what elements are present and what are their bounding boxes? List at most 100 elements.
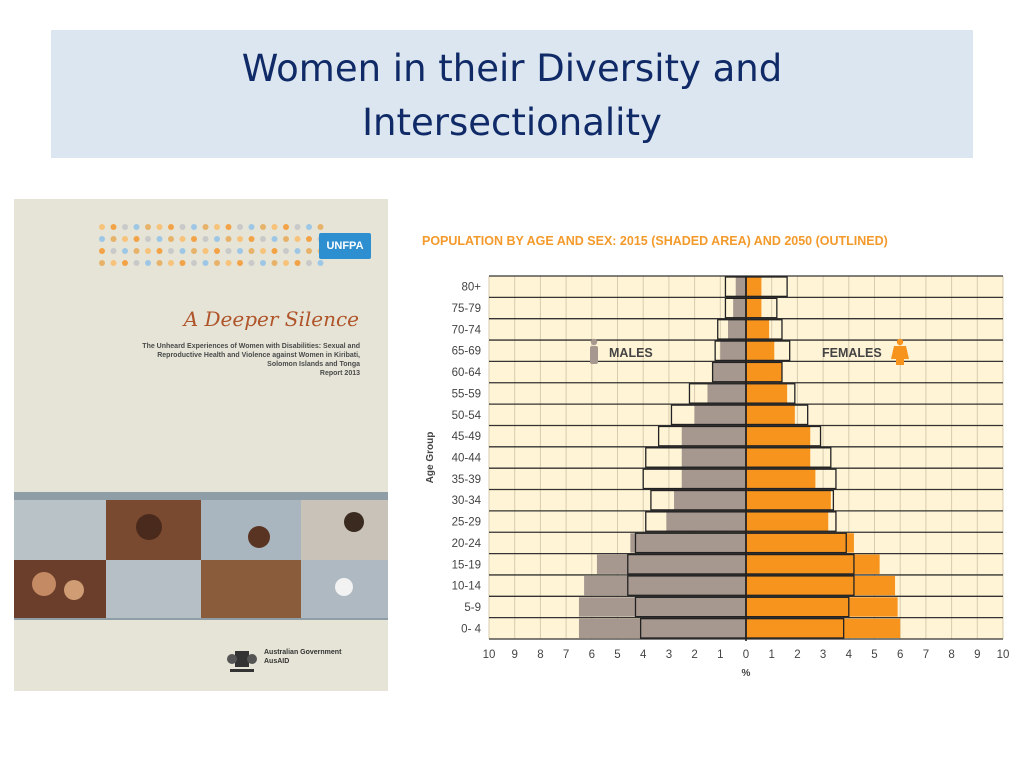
male-2015-bar	[681, 426, 746, 446]
cover-dot	[306, 236, 312, 242]
cover-dot	[214, 236, 220, 242]
slide-title-line-2: Intersectionality	[362, 101, 662, 144]
female-2015-bar	[746, 298, 762, 318]
cover-dot	[271, 260, 278, 266]
age-group-label: 45-49	[452, 431, 481, 443]
cover-dot	[283, 260, 289, 266]
female-2015-bar	[746, 597, 898, 617]
cover-dot	[294, 236, 301, 242]
cover-logo-text: Australian Government AusAID	[264, 648, 364, 666]
age-group-label: 50-54	[452, 410, 482, 422]
cover-subtitle-text: The Unheard Experiences of Women with Di…	[142, 343, 360, 368]
male-figure-icon	[590, 338, 598, 346]
cover-dot	[168, 260, 174, 266]
cover-dot	[191, 236, 197, 242]
x-tick-label: 6	[897, 649, 903, 661]
female-2015-bar	[746, 447, 811, 468]
x-tick-label: 10	[997, 649, 1010, 661]
cover-dot	[260, 260, 266, 266]
cover-dot	[179, 236, 186, 242]
cover-dot	[133, 236, 140, 242]
female-figure-icon-legs	[896, 359, 904, 365]
age-group-label: 20-24	[452, 538, 482, 550]
cover-dot	[122, 260, 128, 266]
x-tick-label: 5	[614, 649, 620, 661]
cover-dot	[260, 236, 266, 242]
male-2015-bar	[630, 533, 746, 553]
cover-dot	[156, 260, 163, 266]
cover-dot	[191, 224, 197, 230]
cover-dot	[306, 248, 312, 254]
cover-dot	[99, 248, 105, 254]
female-2015-bar	[746, 383, 788, 404]
cover-dot	[168, 236, 174, 242]
chart-plot: 0- 4 5-9 10-14 15-19 20-24 25-29 30-34 35-39 40-…	[425, 275, 1010, 679]
cover-dot	[260, 248, 266, 254]
legend-males: MALES	[609, 346, 653, 360]
cover-dot	[317, 260, 324, 266]
age-group-label: 30-34	[452, 495, 482, 507]
cover-dot	[156, 236, 163, 242]
male-2015-bar	[666, 511, 746, 532]
age-group-label: 0- 4	[461, 623, 481, 635]
male-2015-bar	[681, 469, 746, 489]
cover-dot	[145, 224, 151, 230]
cover-dot	[156, 248, 163, 254]
male-2015-bar	[720, 341, 746, 361]
x-tick-label: 2	[691, 649, 697, 661]
cover-dot	[225, 236, 232, 242]
age-group-label: 25-29	[452, 517, 481, 529]
male-2015-bar	[578, 618, 746, 638]
x-tick-label: 10	[483, 649, 496, 661]
age-group-label: 15-19	[452, 559, 481, 571]
cover-dot	[248, 260, 255, 266]
cover-dot	[156, 224, 163, 230]
logo-text-line-2: AusAID	[264, 658, 290, 665]
cover-dot	[122, 224, 128, 230]
female-2015-bar	[746, 554, 880, 574]
cover-dot	[191, 248, 197, 254]
cover-dot	[122, 248, 128, 254]
female-2015-bar	[746, 490, 831, 510]
brand-badge: UNFPA	[319, 233, 371, 259]
female-2015-bar	[746, 469, 816, 489]
cover-dot	[237, 248, 243, 254]
cover-dot	[133, 260, 140, 266]
male-2015-bar	[584, 575, 746, 596]
cover-dot	[294, 224, 301, 230]
female-2015-bar	[746, 533, 854, 553]
male-2015-bar	[712, 362, 746, 382]
x-tick-label: 2	[794, 649, 800, 661]
female-2015-bar	[746, 362, 782, 382]
age-group-label: 70-74	[452, 324, 482, 336]
slide-title-line-1: Women in their Diversity and	[241, 47, 783, 90]
cover-dot	[110, 260, 117, 266]
cover-dot	[248, 236, 255, 242]
female-2015-bar	[746, 319, 770, 340]
male-2015-bar	[733, 298, 746, 318]
x-tick-label: 3	[820, 649, 826, 661]
slide-title: Women in their Diversity and Intersectio…	[51, 42, 973, 150]
cover-dot	[99, 260, 105, 266]
x-tick-label: 5	[871, 649, 877, 661]
male-2015-bar	[707, 383, 746, 404]
cover-dot	[110, 236, 117, 242]
x-axis-label: %	[742, 668, 751, 679]
cover-dot	[168, 224, 174, 230]
cover-dot	[260, 224, 266, 230]
x-tick-label: 1	[768, 649, 774, 661]
dot-pattern	[99, 224, 324, 266]
cover-dot	[110, 224, 117, 230]
x-tick-label: 4	[640, 649, 647, 661]
female-2015-bar	[746, 341, 775, 361]
age-group-label: 10-14	[452, 581, 482, 593]
male-2015-bar	[681, 447, 746, 468]
cover-dot	[202, 224, 209, 230]
cover-dot	[179, 224, 186, 230]
female-2015-bar	[746, 511, 829, 532]
x-tick-label: 4	[846, 649, 853, 661]
x-tick-label: 8	[948, 649, 954, 661]
y-axis-label: Age Group	[425, 432, 436, 484]
cover-dot	[237, 260, 243, 266]
cover-dot	[202, 236, 209, 242]
